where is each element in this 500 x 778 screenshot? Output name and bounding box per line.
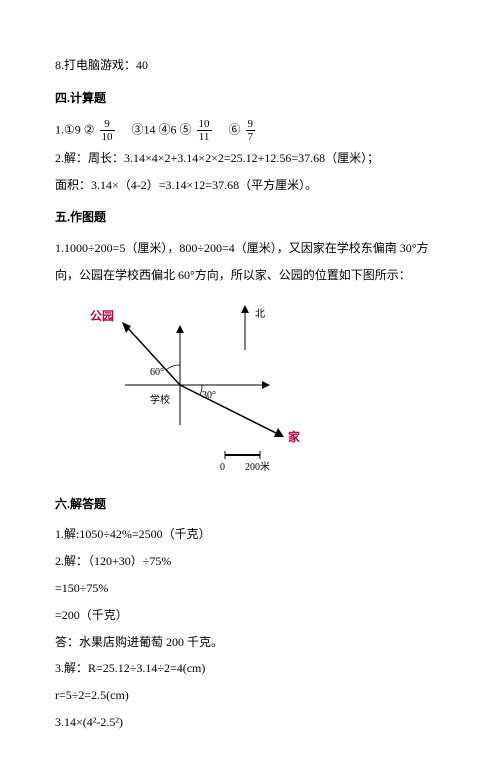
s5-line1: 1.1000÷200=5（厘米），800÷200=4（厘米），又因家在学校东偏南… — [55, 237, 445, 260]
section5-title: 五.作图题 — [55, 206, 445, 229]
s4-l1-pre: 1.①9 ② — [55, 122, 95, 136]
s6-l7: r=5÷2=2.5(cm) — [55, 684, 445, 707]
s4-q2b: 面积：3.14×（4-2）=3.14×12=37.68（平方厘米）。 — [55, 174, 445, 197]
section4-title: 四.计算题 — [55, 87, 445, 110]
s6-l3: =150÷75% — [55, 577, 445, 600]
q8-text: 8.打电脑游戏：40 — [55, 54, 445, 77]
frac-9-7: 97 — [246, 118, 256, 143]
s6-l6: 3.解：R=25.12÷3.14÷2=4(cm) — [55, 657, 445, 680]
s6-l1: 1.解:1050÷42%=2500（千克） — [55, 523, 445, 546]
s6-l8: 3.14×(4²-2.5²) — [55, 711, 445, 734]
s4-line1: 1.①9 ② 910 ③14 ④6 ⑤ 1011 ⑥ 97 — [55, 118, 445, 143]
frac-9-10: 910 — [100, 118, 115, 143]
s4-l1-mid1: ③14 ④6 ⑤ — [120, 122, 192, 136]
scale-200: 200米 — [245, 460, 270, 473]
direction-diagram: 北 公园 家 60° 30° 学校 0 200米 — [90, 295, 320, 475]
s6-l5: 答：水果店购进葡萄 200 千克。 — [55, 631, 445, 654]
north-label: 北 — [255, 308, 265, 320]
s6-l2: 2.解：（120+30）÷75% — [55, 550, 445, 573]
park-label: 公园 — [90, 309, 114, 323]
diagram-container: 北 公园 家 60° 30° 学校 0 200米 — [90, 295, 445, 483]
frac-10-11: 1011 — [197, 118, 212, 143]
s4-l1-mid2: ⑥ — [217, 122, 241, 136]
angle60: 60° — [150, 367, 164, 378]
home-label: 家 — [288, 429, 301, 444]
angle30: 30° — [202, 390, 216, 401]
school-label: 学校 — [150, 393, 170, 406]
s6-l4: =200（千克） — [55, 604, 445, 627]
scale-0: 0 — [220, 462, 225, 473]
s5-line2: 向，公园在学校西偏北 60°方向，所以家、公园的位置如下图所示： — [55, 264, 445, 287]
s4-q2a: 2.解：周长：3.14×4×2+3.14×2×2=25.12+12.56=37.… — [55, 147, 445, 170]
section6-title: 六.解答题 — [55, 493, 445, 516]
